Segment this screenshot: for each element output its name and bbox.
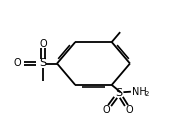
Text: O: O	[125, 105, 133, 115]
Text: O: O	[39, 39, 47, 49]
Text: 2: 2	[144, 91, 148, 97]
Text: O: O	[14, 59, 22, 68]
Text: O: O	[103, 105, 110, 115]
Text: S: S	[39, 59, 47, 68]
Text: S: S	[115, 88, 122, 98]
Text: NH: NH	[132, 87, 147, 97]
